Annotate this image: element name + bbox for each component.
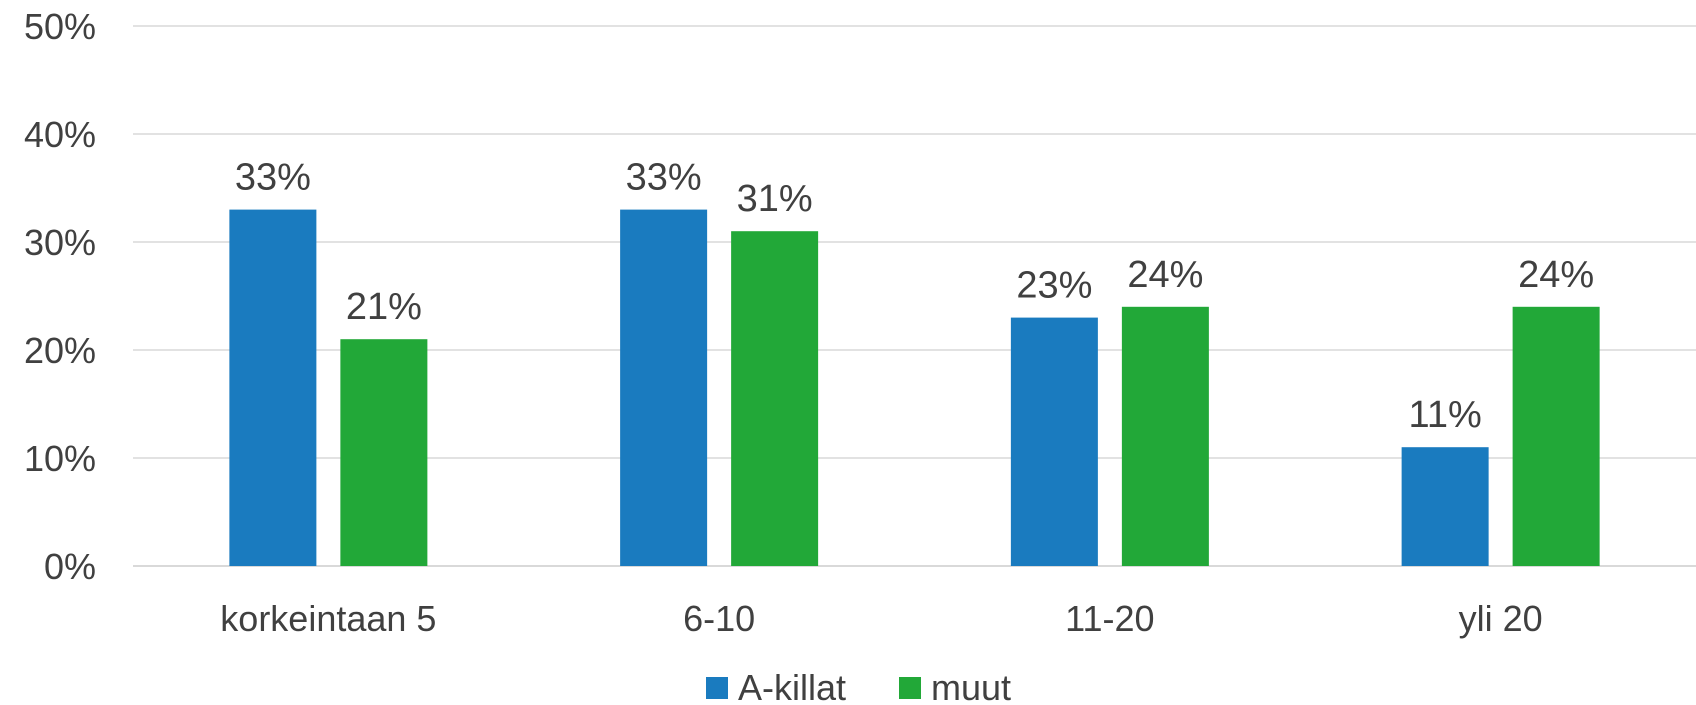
y-tick-label: 20% <box>24 330 96 371</box>
bar-muut-1 <box>731 231 819 566</box>
bar-a-killat-3 <box>1401 447 1489 566</box>
y-tick-label: 40% <box>24 114 96 155</box>
bar-a-killat-1 <box>620 209 708 566</box>
data-label: 21% <box>346 286 422 328</box>
y-axis-tick-labels: 0% 10% 20% 30% 40% 50% <box>24 6 96 587</box>
category-label: 6-10 <box>683 598 755 639</box>
data-label: 24% <box>1127 254 1203 296</box>
bar-a-killat-2 <box>1010 317 1098 566</box>
bar-muut-3 <box>1512 306 1600 566</box>
data-labels: 33% 21% 33% 31% 23% 24% 11% 24% <box>235 157 1594 437</box>
legend-label: muut <box>931 667 1011 705</box>
data-label: 11% <box>1409 394 1482 436</box>
legend-swatch <box>706 677 728 699</box>
bar-muut-0 <box>340 339 428 566</box>
data-label: 31% <box>737 178 813 220</box>
legend-label: A-killat <box>738 667 846 705</box>
bars <box>229 209 1600 566</box>
category-label: yli 20 <box>1459 598 1543 639</box>
data-label: 33% <box>235 157 311 199</box>
category-label: korkeintaan 5 <box>220 598 436 639</box>
y-tick-label: 30% <box>24 222 96 263</box>
y-tick-label: 50% <box>24 6 96 47</box>
data-label: 23% <box>1016 265 1092 307</box>
x-axis-category-labels: korkeintaan 5 6-10 11-20 yli 20 <box>220 598 1542 639</box>
y-tick-label: 0% <box>44 546 96 587</box>
legend: A-killat muut <box>706 667 1011 705</box>
bar-muut-2 <box>1121 306 1209 566</box>
legend-swatch <box>899 677 921 699</box>
data-label: 24% <box>1518 254 1594 296</box>
data-label: 33% <box>626 157 702 199</box>
bar-a-killat-0 <box>229 209 317 566</box>
y-tick-label: 10% <box>24 438 96 479</box>
category-label: 11-20 <box>1065 598 1154 639</box>
